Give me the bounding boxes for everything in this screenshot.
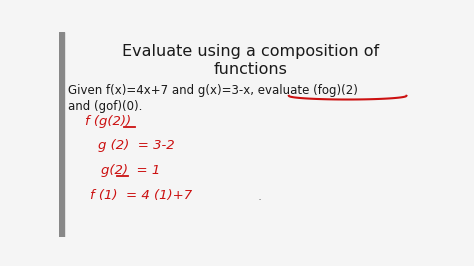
Text: g (2)  = 3-2: g (2) = 3-2 bbox=[98, 139, 174, 152]
Text: f (1)  = 4 (1)+7: f (1) = 4 (1)+7 bbox=[91, 189, 192, 202]
Text: f (g(2)): f (g(2)) bbox=[85, 115, 131, 127]
Text: functions: functions bbox=[213, 62, 287, 77]
Text: Given f(x)=4x+7 and g(x)=3-x, evaluate (fog)(2): Given f(x)=4x+7 and g(x)=3-x, evaluate (… bbox=[68, 84, 358, 97]
Text: g(2)  = 1: g(2) = 1 bbox=[101, 164, 161, 177]
Text: and (gof)(0).: and (gof)(0). bbox=[68, 100, 143, 113]
Text: .: . bbox=[258, 190, 262, 203]
Bar bbox=[59, 32, 64, 237]
Text: Evaluate using a composition of: Evaluate using a composition of bbox=[122, 44, 379, 59]
